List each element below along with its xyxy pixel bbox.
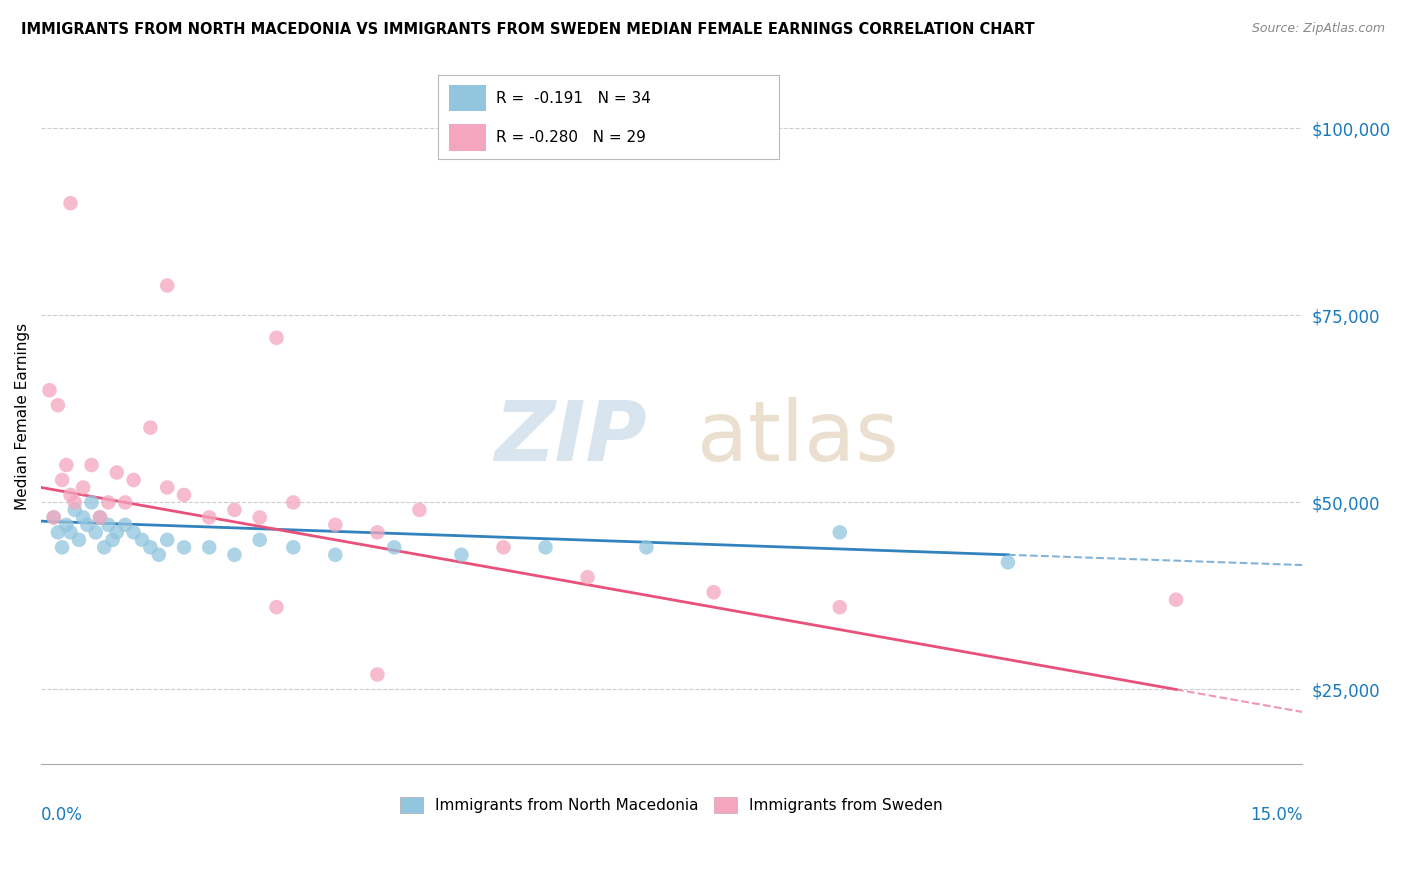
Text: 0.0%: 0.0% bbox=[41, 806, 83, 824]
Point bbox=[55, 458, 77, 472]
Point bbox=[266, 600, 288, 615]
Point bbox=[450, 548, 472, 562]
Point bbox=[576, 570, 599, 584]
Point bbox=[266, 331, 288, 345]
Point bbox=[97, 495, 120, 509]
Point bbox=[59, 525, 82, 540]
Point bbox=[63, 503, 86, 517]
Point bbox=[224, 548, 246, 562]
Point bbox=[198, 510, 221, 524]
Point bbox=[114, 495, 136, 509]
Point bbox=[105, 525, 128, 540]
Point bbox=[366, 525, 388, 540]
Point bbox=[408, 503, 430, 517]
Point bbox=[156, 533, 179, 547]
Y-axis label: Median Female Earnings: Median Female Earnings bbox=[15, 323, 30, 510]
Point bbox=[63, 495, 86, 509]
Point bbox=[224, 503, 246, 517]
Text: 15.0%: 15.0% bbox=[1250, 806, 1302, 824]
Point bbox=[46, 525, 69, 540]
Point bbox=[997, 555, 1019, 569]
Point bbox=[89, 510, 111, 524]
Point bbox=[1164, 592, 1187, 607]
Point bbox=[534, 541, 557, 555]
Point bbox=[156, 278, 179, 293]
Point bbox=[325, 517, 347, 532]
Point bbox=[828, 525, 851, 540]
Point bbox=[42, 510, 65, 524]
Legend: Immigrants from North Macedonia, Immigrants from Sweden: Immigrants from North Macedonia, Immigra… bbox=[394, 791, 949, 819]
Point bbox=[55, 517, 77, 532]
Point bbox=[84, 525, 107, 540]
Point bbox=[93, 541, 115, 555]
Point bbox=[114, 517, 136, 532]
Point bbox=[636, 541, 658, 555]
Point bbox=[89, 510, 111, 524]
Point bbox=[382, 541, 405, 555]
Point bbox=[59, 488, 82, 502]
Point bbox=[283, 495, 305, 509]
Text: atlas: atlas bbox=[697, 397, 898, 478]
Point bbox=[198, 541, 221, 555]
Point bbox=[76, 517, 98, 532]
Text: IMMIGRANTS FROM NORTH MACEDONIA VS IMMIGRANTS FROM SWEDEN MEDIAN FEMALE EARNINGS: IMMIGRANTS FROM NORTH MACEDONIA VS IMMIG… bbox=[21, 22, 1035, 37]
Point bbox=[148, 548, 170, 562]
Text: Source: ZipAtlas.com: Source: ZipAtlas.com bbox=[1251, 22, 1385, 36]
Point bbox=[46, 398, 69, 412]
Point bbox=[122, 473, 145, 487]
Point bbox=[67, 533, 90, 547]
Point bbox=[703, 585, 725, 599]
Point bbox=[249, 510, 271, 524]
Point bbox=[72, 510, 94, 524]
Point bbox=[366, 667, 388, 681]
Point bbox=[249, 533, 271, 547]
Point bbox=[80, 458, 103, 472]
Point bbox=[42, 510, 65, 524]
Point bbox=[828, 600, 851, 615]
Point bbox=[173, 541, 195, 555]
Point bbox=[101, 533, 124, 547]
Point bbox=[325, 548, 347, 562]
Point bbox=[156, 480, 179, 494]
Point bbox=[59, 196, 82, 211]
Point bbox=[173, 488, 195, 502]
Point bbox=[51, 541, 73, 555]
Point bbox=[283, 541, 305, 555]
Point bbox=[80, 495, 103, 509]
Text: ZIP: ZIP bbox=[494, 397, 647, 478]
Point bbox=[122, 525, 145, 540]
Point bbox=[51, 473, 73, 487]
Point bbox=[97, 517, 120, 532]
Point bbox=[105, 466, 128, 480]
Point bbox=[139, 541, 162, 555]
Point bbox=[139, 420, 162, 434]
Point bbox=[492, 541, 515, 555]
Point bbox=[72, 480, 94, 494]
Point bbox=[131, 533, 153, 547]
Point bbox=[38, 383, 60, 397]
